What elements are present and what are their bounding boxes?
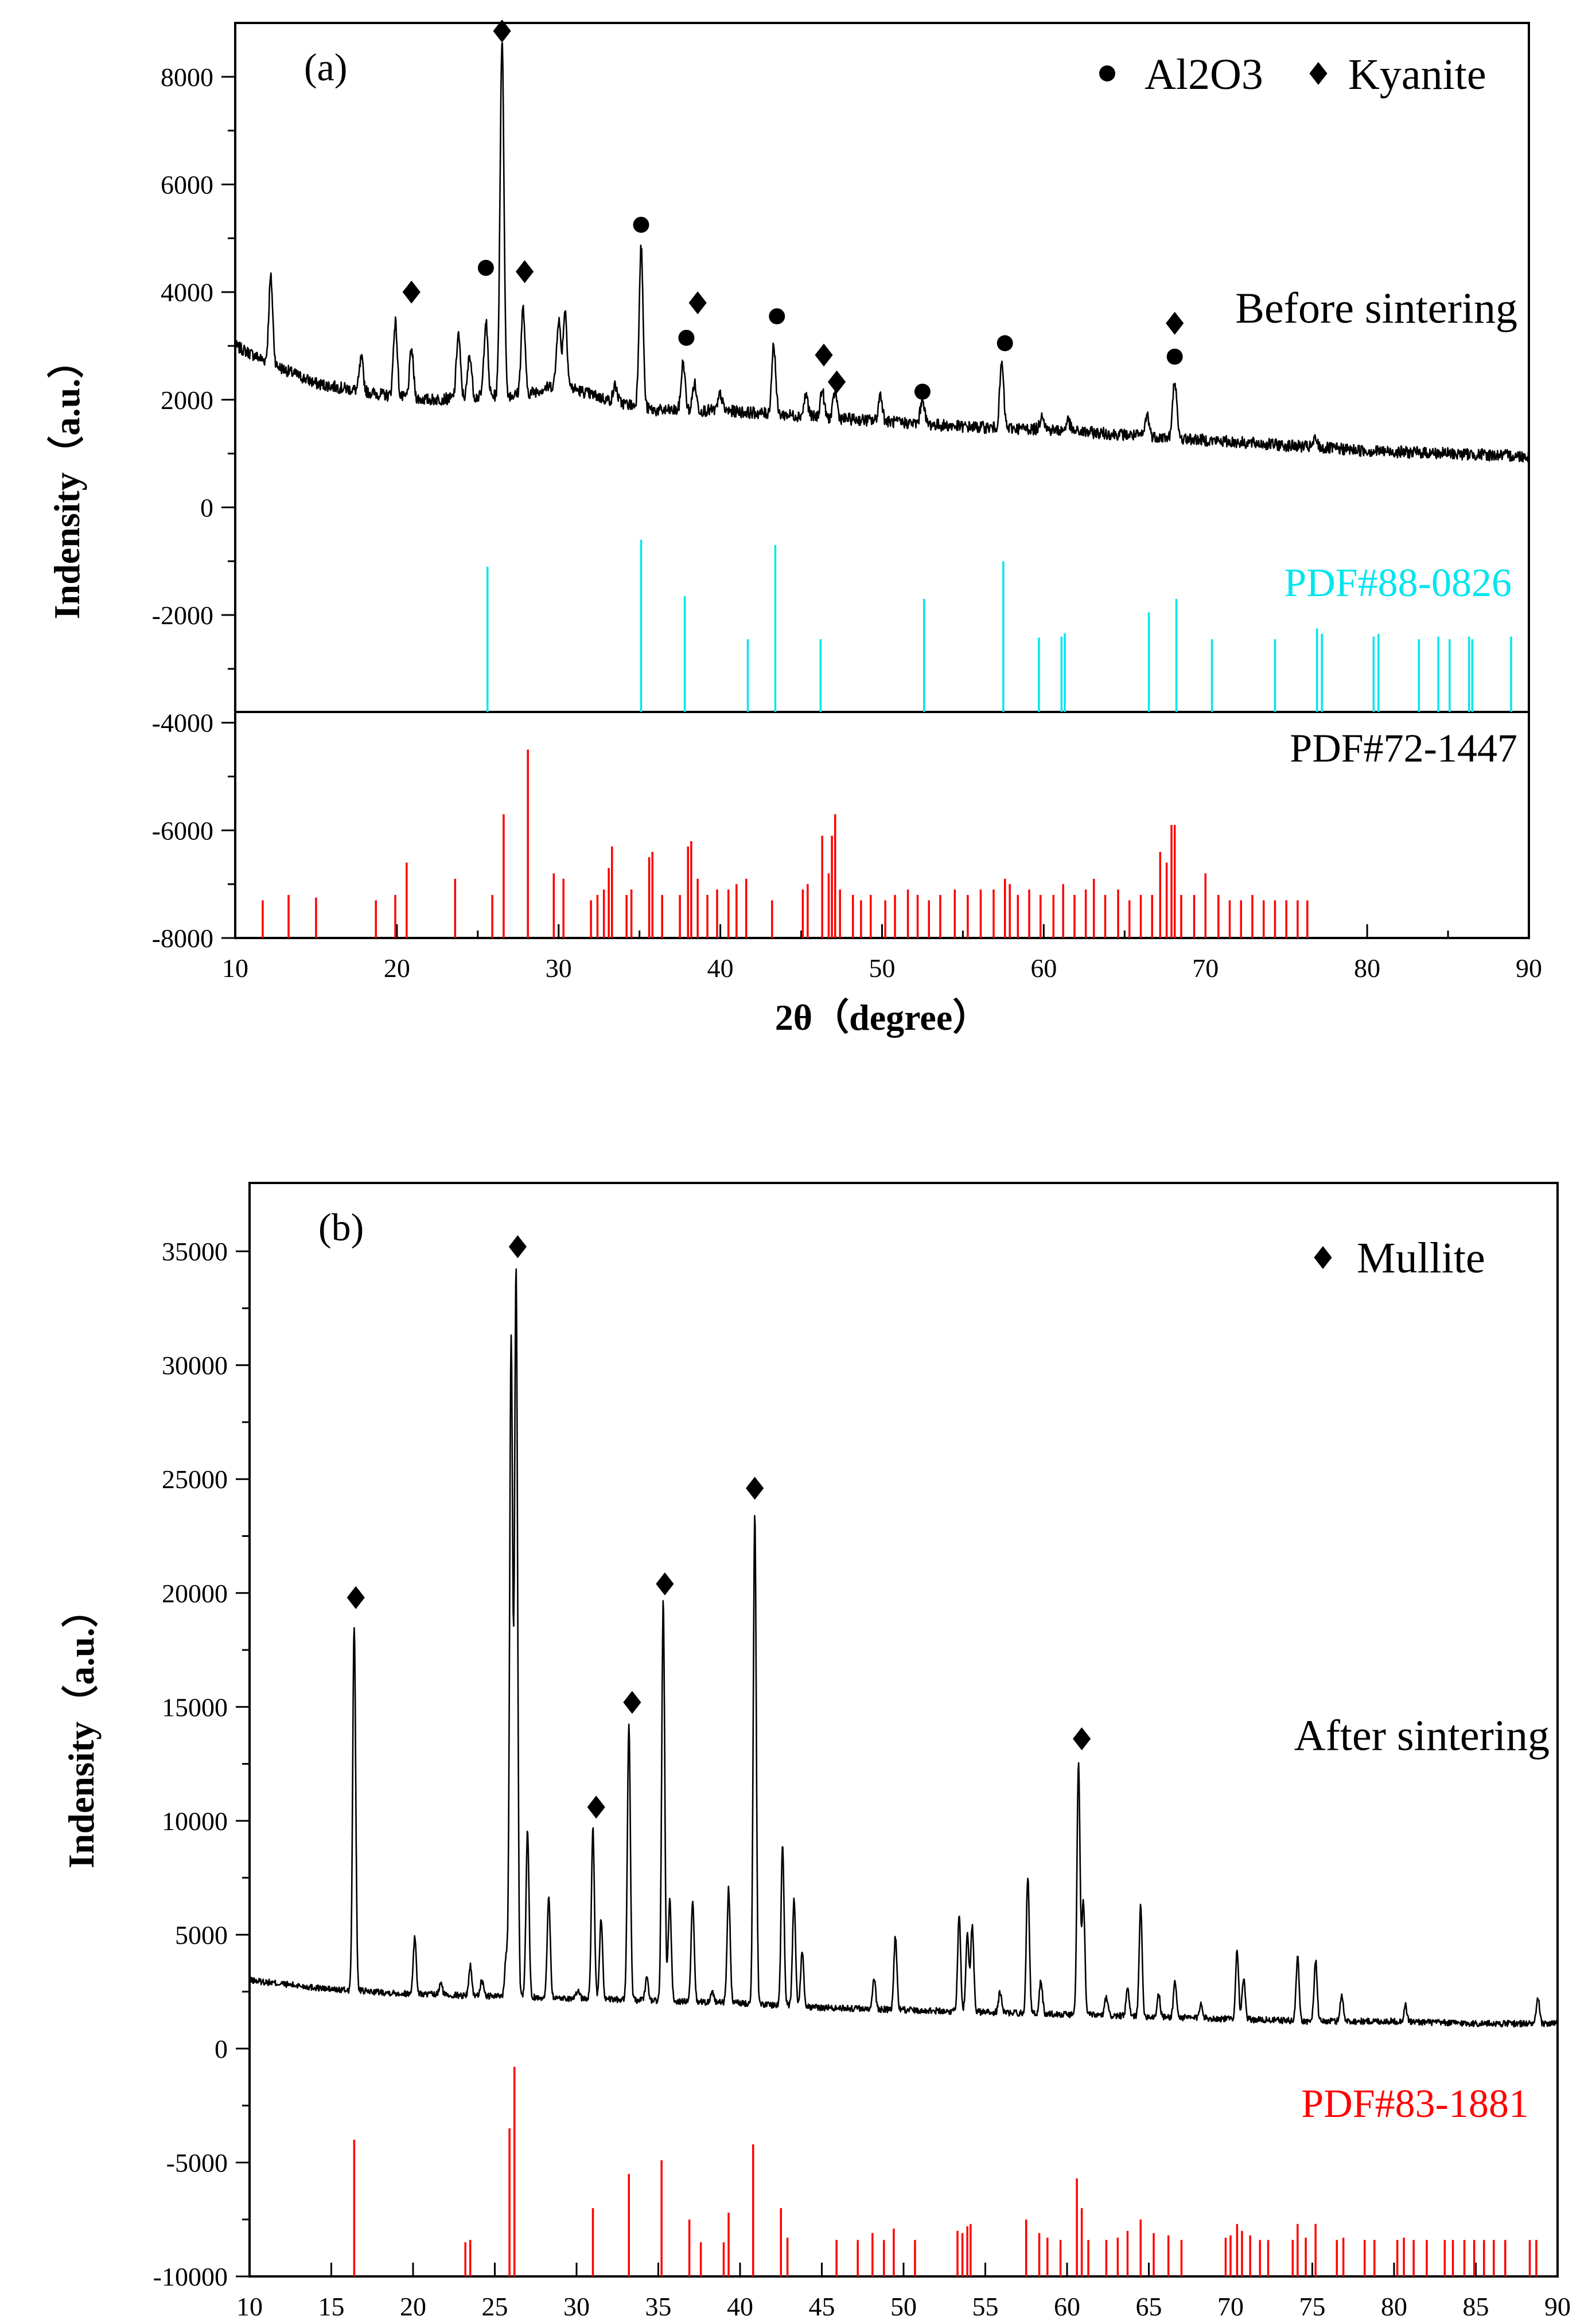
y-axis-title: Indensity（a.u.） bbox=[61, 1591, 102, 1869]
al2o3-circle-marker bbox=[769, 308, 785, 325]
x-tick-label: 85 bbox=[1463, 2292, 1489, 2316]
x-tick-label: 20 bbox=[384, 953, 410, 983]
x-axis: 10 20 30 40 50 60 70 80 90 bbox=[222, 924, 1542, 983]
phase-markers bbox=[347, 1235, 1091, 1819]
x-tick-label: 60 bbox=[1030, 953, 1057, 983]
x-tick-label: 10 bbox=[236, 2292, 263, 2316]
phase-markers bbox=[402, 20, 1184, 400]
y-tick-label: 10000 bbox=[162, 1807, 228, 1836]
x-tick-label: 80 bbox=[1381, 2292, 1407, 2316]
y-tick-label: -2000 bbox=[152, 601, 213, 630]
y-tick-label: -10000 bbox=[153, 2262, 228, 2291]
y-tick-label: 30000 bbox=[162, 1351, 228, 1380]
legend-diamond-icon bbox=[1314, 1246, 1332, 1269]
y-tick-label: 5000 bbox=[175, 1920, 228, 1949]
x-tick-label: 90 bbox=[1544, 2292, 1571, 2316]
x-tick-label: 25 bbox=[482, 2292, 508, 2316]
y-axis: -8000 -6000 -4000 -2000 0 2000 4000 6000 8000 bbox=[152, 63, 235, 953]
x-axis-title: 2θ（degree） bbox=[775, 997, 989, 1038]
x-tick-label: 50 bbox=[869, 953, 896, 983]
legend-al2o3-label: Al2O3 bbox=[1145, 50, 1263, 99]
x-tick-label: 90 bbox=[1516, 953, 1542, 983]
legend-diamond-icon bbox=[1309, 62, 1328, 85]
kyanite-diamond-marker bbox=[402, 281, 421, 304]
ref-label-72-1447: PDF#72-1447 bbox=[1290, 726, 1517, 770]
ref-label-88-0826: PDF#88-0826 bbox=[1284, 561, 1512, 605]
legend-circle-icon bbox=[1099, 65, 1115, 81]
y-tick-label: 35000 bbox=[162, 1237, 228, 1266]
x-tick-label: 55 bbox=[972, 2292, 999, 2316]
legend: Mullite bbox=[1314, 1234, 1485, 1282]
x-tick-label: 75 bbox=[1299, 2292, 1326, 2316]
x-tick-label: 20 bbox=[400, 2292, 426, 2316]
y-tick-label: 8000 bbox=[161, 63, 213, 92]
mullite-diamond-marker bbox=[508, 1235, 527, 1259]
x-tick-label: 40 bbox=[707, 953, 734, 983]
x-tick-label: 40 bbox=[727, 2292, 753, 2316]
y-tick-label: 25000 bbox=[162, 1465, 228, 1494]
legend-mullite-label: Mullite bbox=[1357, 1234, 1485, 1282]
pattern-label: Before sintering bbox=[1235, 285, 1517, 333]
x-tick-label: 65 bbox=[1136, 2292, 1162, 2316]
mullite-diamond-marker bbox=[347, 1586, 365, 1609]
legend: Al2O3 Kyanite bbox=[1099, 50, 1486, 99]
y-tick-label: -5000 bbox=[166, 2148, 228, 2177]
x-tick-label: 30 bbox=[563, 2292, 590, 2316]
chart-panel-b: 10 15 20 25 30 35 40 45 50 55 60 65 70 75 80 85 90 -10000… bbox=[61, 1182, 1571, 2316]
x-tick-label: 45 bbox=[809, 2292, 835, 2316]
panel-label: (a) bbox=[304, 45, 347, 89]
ref-pattern-pdf-88-0826 bbox=[486, 539, 1512, 712]
x-tick-label: 60 bbox=[1054, 2292, 1080, 2316]
al2o3-circle-marker bbox=[996, 335, 1013, 352]
panel-label: (b) bbox=[318, 1205, 364, 1249]
al2o3-circle-marker bbox=[477, 259, 494, 276]
x-tick-label: 10 bbox=[222, 953, 248, 983]
pattern-label: After sintering bbox=[1294, 1712, 1550, 1760]
kyanite-diamond-marker bbox=[1166, 312, 1184, 335]
y-tick-label: 0 bbox=[215, 2034, 228, 2064]
kyanite-diamond-marker bbox=[827, 370, 846, 394]
mullite-diamond-marker bbox=[746, 1477, 764, 1500]
y-tick-label: 6000 bbox=[161, 170, 213, 199]
plot-frame bbox=[234, 22, 1530, 939]
kyanite-diamond-marker bbox=[515, 260, 534, 283]
mullite-diamond-marker bbox=[656, 1572, 674, 1595]
legend-kyanite-label: Kyanite bbox=[1348, 50, 1486, 99]
y-tick-label: 4000 bbox=[161, 278, 213, 307]
chart-panel-a: 10 20 30 40 50 60 70 80 90 -8000 -6000 -4000 -2000 0 2… bbox=[46, 20, 1542, 1038]
mullite-diamond-marker bbox=[587, 1796, 605, 1819]
mullite-diamond-marker bbox=[1073, 1727, 1091, 1750]
y-tick-label: 20000 bbox=[162, 1579, 228, 1608]
x-tick-label: 70 bbox=[1217, 2292, 1244, 2316]
y-tick-label: -8000 bbox=[152, 924, 213, 953]
al2o3-circle-marker bbox=[678, 329, 695, 346]
y-axis-title: Indensity（a.u.） bbox=[46, 342, 87, 620]
ref-pattern-pdf-72-1447 bbox=[262, 749, 1309, 938]
x-axis: 10 15 20 25 30 35 40 45 50 55 60 65 70 75 80 85 90 bbox=[236, 2263, 1571, 2316]
al2o3-circle-marker bbox=[633, 216, 649, 233]
x-tick-label: 70 bbox=[1192, 953, 1219, 983]
x-tick-label: 80 bbox=[1354, 953, 1380, 983]
y-axis: -10000 -5000 0 5000 10000 15000 20000 25000 3000… bbox=[153, 1237, 250, 2291]
ref-pattern-pdf-83-1881 bbox=[353, 2066, 1537, 2276]
x-tick-label: 15 bbox=[318, 2292, 345, 2316]
y-tick-label: 0 bbox=[200, 493, 213, 522]
x-tick-label: 30 bbox=[546, 953, 572, 983]
al2o3-circle-marker bbox=[914, 383, 931, 400]
al2o3-circle-marker bbox=[1166, 348, 1183, 365]
ref-label-83-1881: PDF#83-1881 bbox=[1301, 2082, 1529, 2126]
kyanite-diamond-marker bbox=[815, 343, 833, 367]
y-tick-label: -4000 bbox=[152, 709, 213, 738]
x-tick-label: 35 bbox=[645, 2292, 672, 2316]
x-tick-label: 50 bbox=[890, 2292, 917, 2316]
xrd-pattern-line bbox=[248, 1268, 1559, 2027]
y-tick-label: 15000 bbox=[162, 1692, 228, 1722]
kyanite-diamond-marker bbox=[688, 291, 707, 314]
xrd-pattern-line bbox=[234, 42, 1529, 463]
mullite-diamond-marker bbox=[623, 1691, 641, 1714]
y-tick-label: -6000 bbox=[152, 816, 213, 845]
y-tick-label: 2000 bbox=[161, 386, 213, 415]
kyanite-diamond-marker bbox=[493, 20, 511, 43]
